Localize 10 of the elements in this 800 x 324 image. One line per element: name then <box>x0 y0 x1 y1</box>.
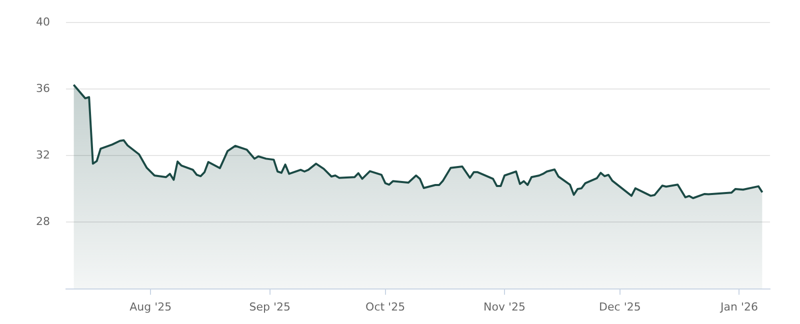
y-tick-label: 40 <box>36 15 50 28</box>
y-tick-label: 28 <box>36 215 50 228</box>
x-tick-label: Sep '25 <box>249 300 291 314</box>
x-tick-label: Jan '26 <box>719 300 758 314</box>
x-tick-label: Aug '25 <box>130 300 172 314</box>
y-tick-label: 36 <box>36 82 50 96</box>
y-tick-label: 32 <box>36 148 50 162</box>
x-tick-label: Nov '25 <box>484 300 526 314</box>
x-tick-label: Dec '25 <box>599 300 641 314</box>
x-tick-label: Oct '25 <box>366 300 406 314</box>
